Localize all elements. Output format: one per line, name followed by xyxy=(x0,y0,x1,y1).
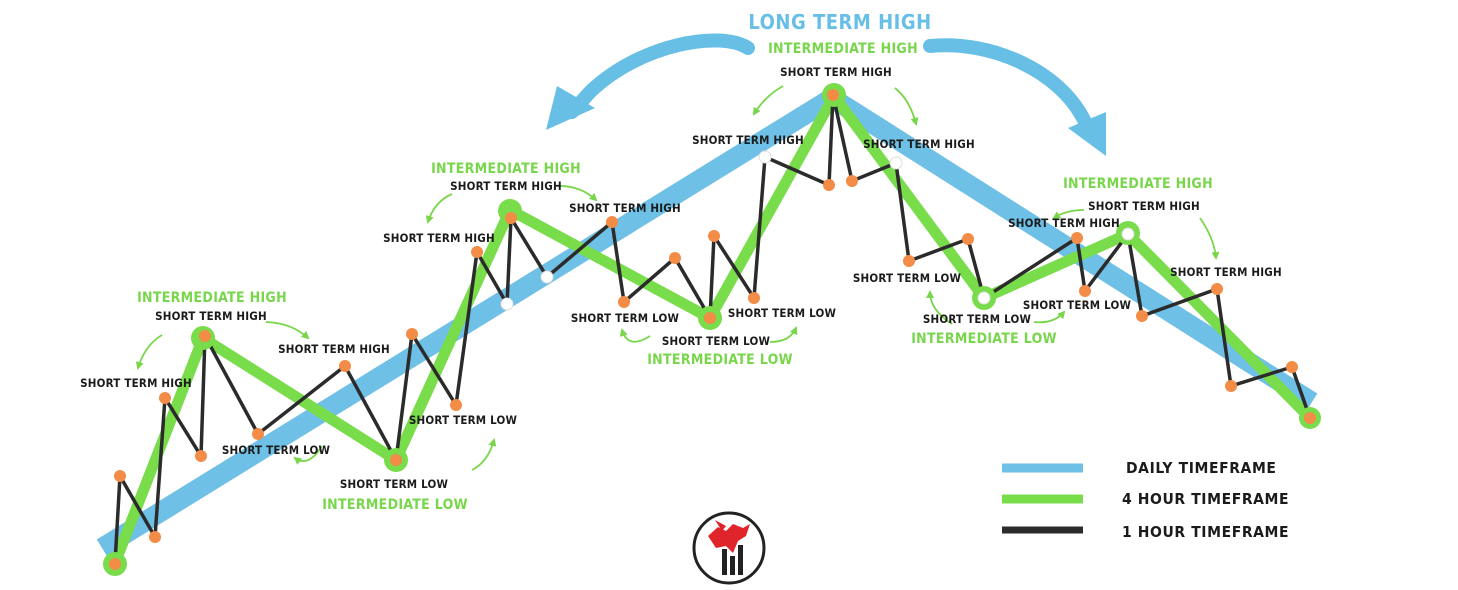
legend-label-daily: DAILY TIMEFRAME xyxy=(1126,459,1277,477)
legend: DAILY TIMEFRAME 4 HOUR TIMEFRAME 1 HOUR … xyxy=(1002,459,1289,541)
intermediate-low-label: INTERMEDIATE LOW xyxy=(647,352,793,368)
pivot-point xyxy=(618,296,630,308)
pivot-point xyxy=(1071,232,1083,244)
pivot-point xyxy=(1079,285,1091,297)
pivot-point xyxy=(159,392,171,404)
dragon-bars-logo-icon xyxy=(692,511,766,585)
green-arrow-icon xyxy=(894,87,919,126)
legend-label-four-hour: 4 HOUR TIMEFRAME xyxy=(1122,490,1289,508)
pivot-point-white xyxy=(1121,227,1135,241)
right-curved-arrow-icon xyxy=(923,38,1099,139)
pivot-point xyxy=(962,233,974,245)
short-term-high-label: SHORT TERM HIGH xyxy=(1008,216,1120,230)
green-arrow-icon xyxy=(619,328,651,343)
pivot-point xyxy=(1304,412,1316,424)
pivot-point xyxy=(1225,380,1237,392)
pivot-point xyxy=(704,312,716,324)
short-term-low-label: SHORT TERM LOW xyxy=(222,443,331,457)
short-term-high-label: SHORT TERM HIGH xyxy=(80,376,192,390)
short-term-low-label: SHORT TERM LOW xyxy=(662,334,771,348)
pivot-point xyxy=(505,212,517,224)
pivot-point xyxy=(471,246,483,258)
long-term-arrows xyxy=(546,33,1106,156)
intermediate-low-label: INTERMEDIATE LOW xyxy=(322,497,468,513)
long-term-high-label: LONG TERM HIGH xyxy=(748,10,931,34)
pivot-point xyxy=(669,252,681,264)
pivot-point xyxy=(252,428,264,440)
orange-pivot-points xyxy=(109,89,1316,570)
green-arrow-icon xyxy=(293,445,323,465)
short-term-low-label: SHORT TERM LOW xyxy=(409,413,518,427)
left-curved-arrow-icon xyxy=(565,33,755,119)
green-arrow-icon xyxy=(135,334,163,370)
pivot-point xyxy=(199,330,211,342)
pivot-point xyxy=(827,89,839,101)
pivot-point xyxy=(109,558,121,570)
pivot-point xyxy=(748,292,760,304)
pivot-point-white xyxy=(758,150,772,164)
pivot-point xyxy=(1136,310,1148,322)
pivot-point xyxy=(708,230,720,242)
pivot-point-white xyxy=(889,156,903,170)
pivot-point xyxy=(406,328,418,340)
green-arrow-icon xyxy=(769,326,798,343)
white-pivot-points xyxy=(500,150,1135,311)
pivot-point xyxy=(606,216,618,228)
right-arrowhead-icon xyxy=(1068,112,1106,156)
green-arrow-icon xyxy=(555,185,598,202)
pivot-point xyxy=(846,175,858,187)
green-arrow-icon xyxy=(752,85,784,116)
intermediate-high-label: INTERMEDIATE HIGH xyxy=(431,161,581,177)
pivot-point-white xyxy=(500,297,514,311)
short-term-high-label: SHORT TERM HIGH xyxy=(569,201,681,215)
green-arrow-icon xyxy=(1033,310,1066,324)
pivot-point xyxy=(823,179,835,191)
green-arrow-icon xyxy=(1199,217,1220,260)
pivot-point xyxy=(1286,361,1298,373)
short-term-high-label: SHORT TERM HIGH xyxy=(863,137,975,151)
short-term-low-label: SHORT TERM LOW xyxy=(340,477,449,491)
short-term-high-label: SHORT TERM HIGH xyxy=(278,342,390,356)
intermediate-high-label: INTERMEDIATE HIGH xyxy=(1063,176,1213,192)
small-green-arrows xyxy=(135,85,1220,471)
pivot-point xyxy=(149,531,161,543)
short-term-high-label: SHORT TERM HIGH xyxy=(1088,199,1200,213)
short-term-low-label: SHORT TERM LOW xyxy=(571,311,680,325)
green-arrow-icon xyxy=(926,290,953,325)
intermediate-low-label: INTERMEDIATE LOW xyxy=(911,331,1057,347)
short-term-high-label: SHORT TERM HIGH xyxy=(692,133,804,147)
pivot-point-white xyxy=(540,270,554,284)
green-arrow-icon xyxy=(425,193,453,224)
pivot-point xyxy=(450,399,462,411)
short-term-high-label: SHORT TERM HIGH xyxy=(780,65,892,79)
green-arrow-icon xyxy=(471,438,497,471)
green-arrow-icon xyxy=(265,321,310,340)
green-arrow-icon xyxy=(1052,209,1085,220)
left-arrowhead-icon xyxy=(546,86,595,130)
pivot-point xyxy=(390,454,402,466)
legend-label-one-hour: 1 HOUR TIMEFRAME xyxy=(1122,523,1289,541)
pivot-point xyxy=(339,360,351,372)
short-term-high-label: SHORT TERM HIGH xyxy=(1170,265,1282,279)
short-term-high-label: SHORT TERM HIGH xyxy=(450,179,562,193)
short-term-high-label: SHORT TERM HIGH xyxy=(155,309,267,323)
pivot-point-white xyxy=(977,291,991,305)
pivot-point xyxy=(1211,283,1223,295)
pivot-point xyxy=(195,450,207,462)
short-term-low-label: SHORT TERM LOW xyxy=(923,312,1032,326)
intermediate-high-label: INTERMEDIATE HIGH xyxy=(137,290,287,306)
intermediate-high-label: INTERMEDIATE HIGH xyxy=(768,41,918,57)
pivot-point xyxy=(114,470,126,482)
short-term-low-label: SHORT TERM LOW xyxy=(853,271,962,285)
short-term-low-label: SHORT TERM LOW xyxy=(1023,298,1132,312)
pivot-point xyxy=(903,255,915,267)
short-term-high-label: SHORT TERM HIGH xyxy=(383,231,495,245)
short-term-low-label: SHORT TERM LOW xyxy=(728,306,837,320)
